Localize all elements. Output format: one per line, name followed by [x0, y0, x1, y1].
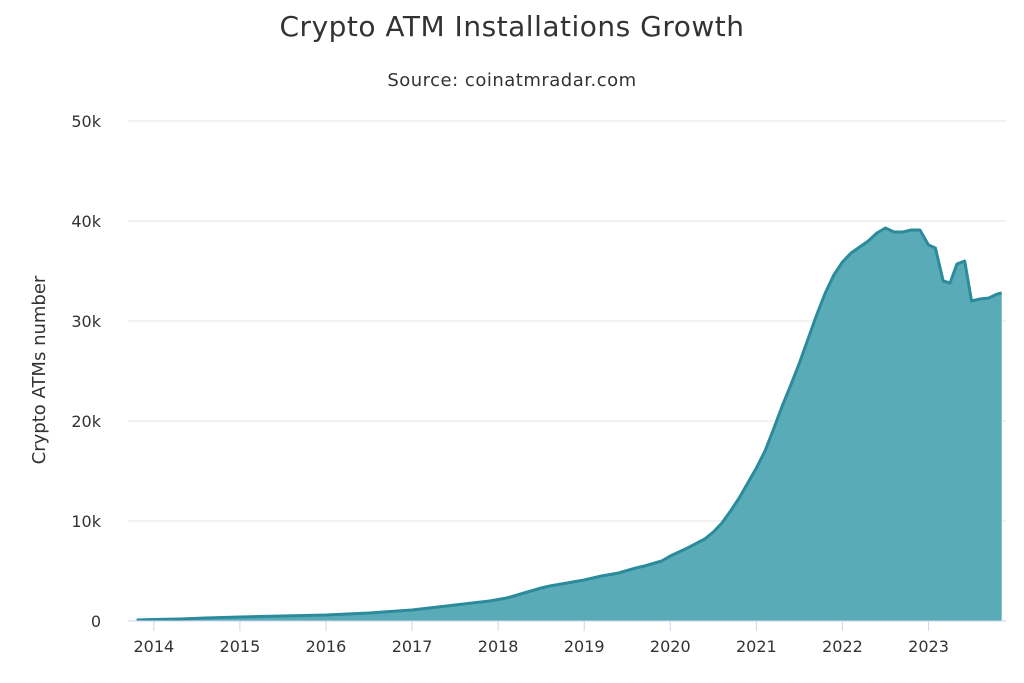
chart-subtitle: Source: coinatmradar.com [387, 70, 637, 91]
x-tick-label: 2023 [908, 637, 949, 656]
x-tick-label: 2020 [650, 637, 691, 656]
y-tick-label: 0 [91, 612, 101, 631]
x-tick-label: 2014 [133, 637, 174, 656]
y-tick-label: 50k [71, 112, 101, 131]
x-tick-label: 2021 [736, 637, 777, 656]
x-axis: 2014 2015 2016 2017 2018 2019 2020 2021 2022 2023 [128, 620, 1006, 656]
y-tick-label: 10k [71, 512, 101, 531]
x-tick-label: 2016 [306, 637, 347, 656]
y-tick-label: 30k [71, 312, 101, 331]
y-axis-label: Crypto ATMs number [29, 275, 50, 464]
y-axis-ticks: 0 10k 20k 30k 40k 50k [71, 112, 101, 631]
area-series [136, 226, 1003, 622]
chart-title: Crypto ATM Installations Growth [279, 10, 745, 43]
x-tick-label: 2015 [220, 637, 261, 656]
series-line [136, 226, 1003, 622]
x-tick-label: 2017 [392, 637, 433, 656]
x-tick-label: 2019 [564, 637, 605, 656]
x-tick-label: 2022 [822, 637, 863, 656]
y-tick-label: 40k [71, 212, 101, 231]
x-tick-label: 2018 [478, 637, 519, 656]
area-fill [136, 228, 1002, 621]
y-tick-label: 20k [71, 412, 101, 431]
